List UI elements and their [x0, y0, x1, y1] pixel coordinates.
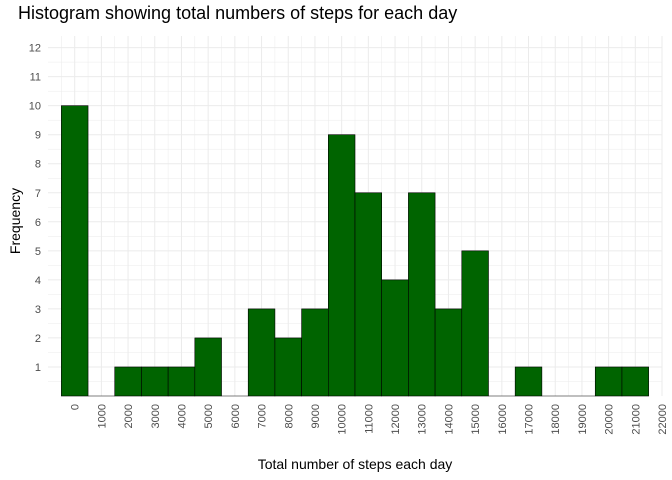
x-tick-label: 21000	[630, 404, 642, 435]
histogram-bar	[328, 134, 356, 397]
x-tick-label: 16000	[497, 404, 509, 435]
y-tick-label: 1	[35, 362, 41, 374]
y-tick-label: 11	[30, 72, 41, 84]
y-tick-label: 2	[35, 333, 41, 345]
y-axis-label: Frequency	[7, 188, 23, 254]
y-tick-label: 5	[35, 246, 41, 258]
x-tick-label: 20000	[604, 404, 616, 435]
chart-title: Histogram showing total numbers of steps…	[18, 3, 458, 23]
y-tick-label: 12	[29, 43, 41, 55]
x-tick-label: 11000	[363, 404, 375, 434]
x-tick-label: 12000	[390, 404, 402, 435]
x-tick-label: 17000	[524, 404, 536, 435]
histogram-bar	[247, 308, 276, 397]
x-tick-label: 15000	[470, 404, 482, 435]
x-tick-label: 3000	[150, 404, 162, 428]
y-tick-label: 7	[35, 188, 41, 200]
histogram-bar	[114, 366, 142, 397]
histogram-bar	[301, 308, 329, 397]
histogram-bar	[61, 105, 89, 397]
x-tick-label: 2000	[123, 404, 135, 428]
histogram-bar	[381, 279, 409, 397]
x-tick-label: 7000	[257, 404, 269, 428]
histogram-bar	[514, 366, 543, 397]
x-tick-label: 5000	[203, 404, 215, 428]
y-tick-label: 6	[35, 217, 41, 229]
y-tick-label: 3	[35, 304, 41, 316]
x-tick-label: 14000	[443, 404, 455, 435]
x-tick-label: 1000	[96, 404, 108, 428]
x-tick-label: 6000	[230, 404, 242, 428]
x-tick-label: 9000	[310, 404, 322, 428]
histogram-bar	[141, 366, 169, 397]
histogram-bar	[194, 337, 222, 397]
x-axis-ticks: 0 1000 2000 3000 4000 5000 6000 7000 8000 9000 100…	[70, 404, 669, 435]
y-tick-label: 4	[35, 275, 41, 287]
x-tick-label: 18000	[550, 404, 562, 435]
histogram-bar	[274, 337, 302, 397]
x-axis-label: Total number of steps each day	[258, 456, 453, 472]
histogram-bar	[408, 192, 436, 397]
x-tick-label: 19000	[577, 404, 589, 435]
histogram-bar	[621, 366, 649, 397]
y-tick-label: 8	[35, 159, 41, 171]
histogram-bar	[167, 366, 196, 397]
x-tick-label: 13000	[417, 404, 429, 435]
x-tick-label: 4000	[176, 404, 188, 428]
x-tick-label: 22000	[657, 404, 669, 435]
histogram-bar	[434, 308, 463, 397]
histogram-bars	[61, 105, 649, 397]
x-tick-label: 0	[70, 404, 82, 410]
histogram-bar	[461, 250, 489, 397]
x-tick-label: 8000	[283, 404, 295, 428]
y-tick-label: 9	[35, 130, 41, 142]
histogram-bar	[354, 192, 382, 397]
x-tick-label: 10000	[337, 404, 349, 435]
y-tick-label: 10	[29, 101, 41, 113]
histogram-bar	[594, 366, 623, 397]
